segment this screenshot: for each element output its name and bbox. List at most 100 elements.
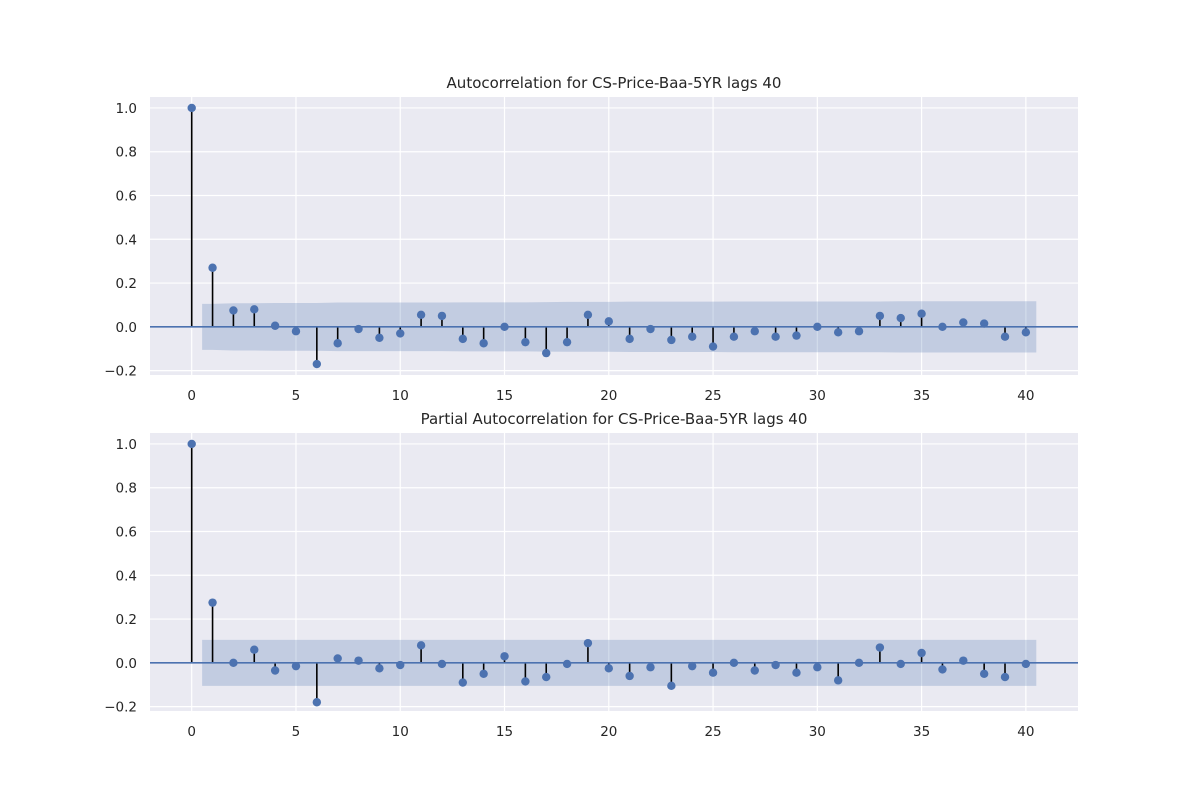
pacf-point-lag-28 [771,660,780,670]
pacf-x-tick-label: 35 [913,724,930,740]
pacf-point-lag-33 [875,643,885,652]
pacf-axes-background [150,433,1078,711]
pacf-x-tick-label: 30 [809,724,826,740]
pacf-x-tick-label: 0 [187,724,196,740]
acf-point-lag-37 [959,318,968,327]
pacf-point-lag-7 [333,654,342,663]
pacf-point-lag-32 [854,658,864,668]
acf-point-lag-40 [1021,328,1031,337]
acf-point-lag-2 [229,306,238,315]
pacf-x-tick-label: 25 [704,724,721,740]
pacf-point-lag-26 [729,658,739,668]
acf-point-lag-16 [521,337,530,347]
acf-point-lag-3 [250,305,259,314]
pacf-x-tick-label: 15 [496,724,513,740]
pacf-y-tick-label: 0.2 [116,612,137,628]
pacf-y-tick-label: 0.8 [116,481,137,497]
acf-point-lag-4 [270,321,280,330]
acf-point-lag-18 [562,337,572,347]
acf-x-tick-label: 25 [704,388,721,404]
acf-point-lag-8 [354,324,363,334]
acf-y-tick-label: 0.2 [116,276,137,292]
acf-x-tick-label: 10 [392,388,409,404]
pacf-point-lag-15 [500,652,509,661]
acf-y-tick-label: 0.4 [116,232,137,248]
acf-point-lag-21 [625,334,634,344]
pacf-chart-title: Partial Autocorrelation for CS-Price-Baa… [421,410,808,428]
acf-point-lag-29 [792,331,801,340]
acf-point-lag-24 [688,332,697,341]
acf-x-tick-label: 15 [496,388,513,404]
acf-x-tick-label: 20 [600,388,617,404]
acf-point-lag-12 [437,311,447,321]
acf-point-lag-22 [646,324,655,334]
acf-y-tick-label: 0.8 [116,145,137,161]
acf-point-lag-38 [979,319,989,328]
pacf-point-lag-0 [187,439,196,449]
pacf-point-lag-29 [792,668,801,677]
acf-x-tick-label: 35 [913,388,930,404]
acf-y-tick-label: 0.6 [116,189,137,205]
acf-axes-background [150,97,1078,375]
acf-point-lag-33 [875,311,885,321]
pacf-point-lag-24 [688,661,697,671]
pacf-point-lag-16 [521,677,530,686]
pacf-y-tick-label: 0.4 [116,568,137,584]
pacf-point-lag-17 [542,672,551,682]
pacf-point-lag-21 [625,671,634,681]
acf-y-tick-label: 1.0 [116,101,137,117]
pacf-point-lag-31 [833,676,843,685]
pacf-y-tick-label: 0.6 [116,525,137,541]
acf-x-tick-label: 30 [809,388,826,404]
pacf-point-lag-20 [604,664,613,673]
pacf-point-lag-1 [208,598,217,607]
acf-point-lag-30 [813,322,822,332]
pacf-y-tick-label: 1.0 [116,437,137,453]
pacf-point-lag-38 [979,669,989,678]
acf-y-tick-label: −0.2 [104,364,137,380]
acf-point-lag-5 [291,327,301,336]
acf-point-lag-23 [667,335,676,345]
acf-axes: 0 5 10 15 20 25 30 35 40 −0.2 0.0 0.2 0.4 0.6 0.8 1.0 Au… [104,74,1078,404]
pacf-point-lag-37 [959,656,968,665]
acf-chart-title: Autocorrelation for CS-Price-Baa-5YR lag… [447,74,782,92]
acf-point-lag-14 [479,339,488,348]
acf-point-lag-11 [416,310,426,320]
pacf-point-lag-25 [708,668,718,677]
pacf-x-tick-label: 20 [600,724,617,740]
acf-point-lag-10 [396,329,405,338]
pacf-point-lag-9 [375,664,384,673]
acf-point-lag-20 [604,317,613,326]
pacf-point-lag-5 [291,661,301,671]
pacf-point-lag-4 [270,666,280,675]
acf-point-lag-27 [750,327,759,336]
acf-point-lag-15 [500,322,509,332]
acf-point-lag-0 [187,103,196,113]
acf-point-lag-26 [729,332,739,341]
acf-point-lag-1 [208,263,217,272]
pacf-point-lag-40 [1021,659,1031,669]
pacf-point-lag-14 [479,669,488,678]
pacf-point-lag-36 [938,665,947,674]
pacf-point-lag-27 [750,666,759,675]
pacf-point-lag-8 [354,656,363,665]
pacf-point-lag-13 [458,678,468,687]
acf-point-lag-35 [917,309,926,318]
pacf-point-lag-35 [917,648,926,658]
acf-point-lag-9 [375,333,384,342]
acf-point-lag-28 [771,332,780,341]
pacf-y-tick-label: 0.0 [116,656,137,672]
pacf-point-lag-34 [896,659,905,669]
acf-x-tick-label: 0 [187,388,196,404]
pacf-point-lag-2 [229,658,238,668]
acf-point-lag-25 [708,342,718,351]
pacf-y-tick-label: −0.2 [104,700,137,716]
acf-point-lag-6 [312,359,322,369]
acf-point-lag-17 [542,348,551,358]
pacf-point-lag-6 [312,698,322,707]
pacf-x-tick-label: 10 [392,724,409,740]
acf-point-lag-31 [833,328,843,337]
pacf-point-lag-19 [583,638,593,648]
